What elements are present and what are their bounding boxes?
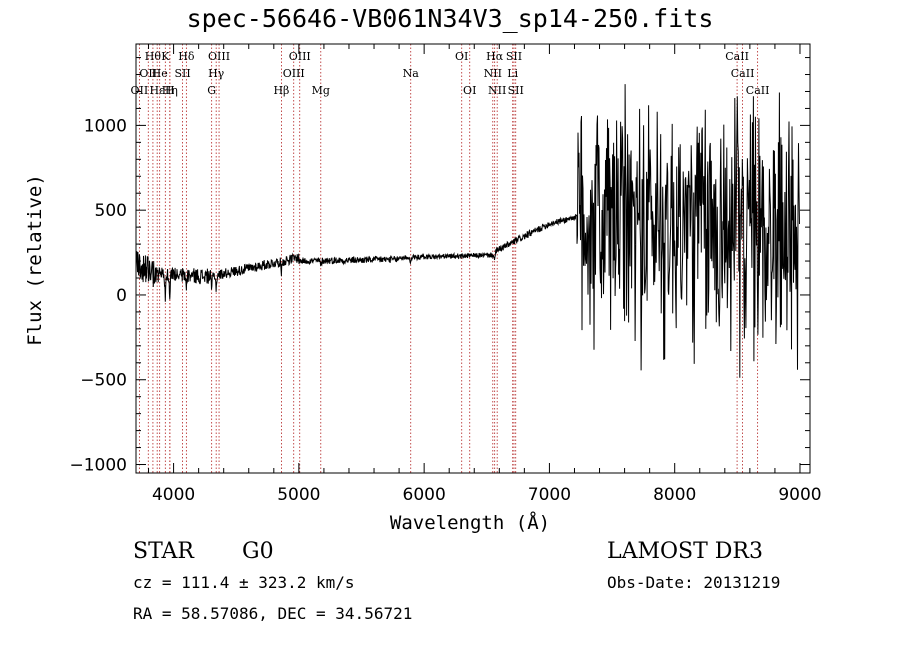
line-label: OI [463, 84, 476, 97]
line-label: Hγ [208, 67, 225, 80]
line-label: OI [455, 50, 468, 63]
y-axis-label: Flux (relative) [24, 174, 46, 346]
obs-date: Obs-Date: 20131219 [607, 573, 781, 592]
line-label: SII [506, 50, 522, 63]
x-tick-label: 6000 [403, 485, 446, 505]
line-label: Hβ [273, 84, 289, 97]
line-label: Hθ [145, 50, 162, 63]
survey-name: LAMOST DR3 [607, 539, 763, 564]
line-label: K [161, 50, 170, 63]
line-label: OIII [208, 50, 230, 63]
line-label: OIII [289, 50, 311, 63]
line-label: Na [403, 67, 420, 80]
line-label: He [152, 67, 168, 80]
emission-line-markers [138, 44, 759, 473]
line-label: OII [139, 67, 157, 80]
line-label: CaII [731, 67, 755, 80]
subclass: G0 [242, 539, 274, 564]
y-tick-label: 0 [116, 286, 127, 306]
spectrum-line [135, 84, 800, 378]
line-label: Hε [150, 84, 166, 97]
object-class: STAR [133, 539, 194, 564]
redshift-cz: cz = 111.4 ± 323.2 km/s [133, 573, 355, 592]
x-tick-label: 8000 [653, 485, 696, 505]
line-label: Hα [486, 50, 504, 63]
y-tick-label: 1000 [84, 116, 127, 136]
line-label: G [207, 84, 216, 97]
line-label: SII [174, 67, 190, 80]
ra-dec: RA = 58.57086, DEC = 34.56721 [133, 604, 413, 623]
y-tick-label: 500 [95, 201, 127, 221]
line-label: Hδ [178, 50, 195, 63]
axis-ticks: 4000 5000 6000 7000 8000 9000 −1000 −500 0 500 100… [69, 44, 822, 505]
y-tick-label: −1000 [69, 456, 127, 476]
line-label: CaII [746, 84, 770, 97]
x-tick-label: 5000 [277, 485, 320, 505]
line-label: H [165, 84, 175, 97]
emission-line-labels: OII OII Hθ Hε He K HηH SII Hδ G Hγ OIII Hβ OIII OIII Mg… [131, 50, 770, 97]
y-tick-label: −500 [80, 371, 127, 391]
line-label: Li [507, 67, 518, 80]
line-label: OII [131, 84, 149, 97]
line-label: Mg [312, 84, 330, 97]
chart-title: spec-56646-VB061N34V3_sp14-250.fits [186, 4, 714, 33]
x-tick-label: 4000 [152, 485, 195, 505]
x-tick-label: 9000 [778, 485, 821, 505]
plot-frame [135, 43, 811, 474]
x-axis-label: Wavelength (Å) [390, 511, 550, 534]
line-label: OIII [283, 67, 305, 80]
line-label: NII [484, 67, 502, 80]
line-label: SII [508, 84, 524, 97]
line-label: Hη [162, 84, 178, 97]
line-label: CaII [725, 50, 749, 63]
x-tick-label: 7000 [528, 485, 571, 505]
line-label: NII [488, 84, 506, 97]
